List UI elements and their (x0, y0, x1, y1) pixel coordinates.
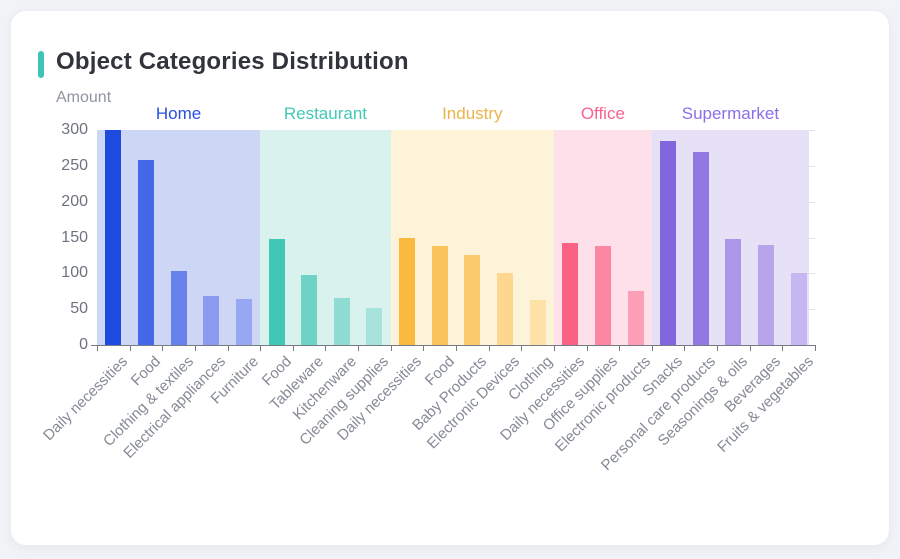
x-axis-tick (228, 346, 229, 351)
bar[interactable] (496, 273, 513, 345)
y-tick-label: 100 (61, 264, 88, 282)
bar[interactable] (399, 237, 416, 345)
x-axis-tick (423, 346, 424, 351)
x-axis-tick (456, 346, 457, 351)
bar[interactable] (137, 160, 154, 345)
bar[interactable] (529, 299, 546, 345)
x-axis-tick (717, 346, 718, 351)
bar[interactable] (203, 295, 220, 345)
x-axis-tick (652, 346, 653, 351)
bar[interactable] (301, 275, 318, 345)
x-axis-tick (489, 346, 490, 351)
group-label-home: Home (155, 104, 202, 123)
bar[interactable] (660, 141, 677, 345)
x-axis-tick (293, 346, 294, 351)
bar[interactable] (170, 271, 187, 345)
bar[interactable] (431, 246, 448, 345)
y-tick-label: 150 (61, 228, 88, 246)
x-axis-tick (391, 346, 392, 351)
y-tick-label: 0 (79, 336, 88, 353)
x-axis-line (97, 345, 816, 346)
y-tick-label: 200 (61, 192, 88, 210)
y-tick-label: 300 (61, 121, 88, 138)
bar[interactable] (725, 238, 742, 345)
chart-title: Object Categories Distribution (56, 48, 409, 75)
x-axis-tick (684, 346, 685, 351)
bar[interactable] (464, 254, 481, 345)
x-axis-tick (130, 346, 131, 351)
x-axis-tick (358, 346, 359, 351)
bar[interactable] (366, 308, 383, 345)
bar[interactable] (790, 272, 807, 345)
x-axis-tick (619, 346, 620, 351)
x-axis-tick (750, 346, 751, 351)
y-axis-name: Amount (56, 89, 112, 106)
group-label-office: Office (580, 104, 625, 123)
bar[interactable] (333, 298, 350, 345)
x-axis-tick (195, 346, 196, 351)
x-axis-tick (325, 346, 326, 351)
bar[interactable] (105, 130, 122, 345)
x-axis-tick (97, 346, 98, 351)
y-tick-label: 250 (61, 156, 88, 174)
bar[interactable] (758, 244, 775, 345)
x-axis-tick (260, 346, 261, 351)
bar[interactable] (268, 238, 285, 345)
group-label-restaurant: Restaurant (283, 104, 368, 123)
y-tick-label: 50 (70, 300, 88, 318)
title-accent-bar (38, 51, 44, 78)
bar[interactable] (692, 151, 709, 345)
x-axis-tick (554, 346, 555, 351)
bar[interactable] (562, 243, 579, 345)
x-axis-tick (782, 346, 783, 351)
bar[interactable] (594, 246, 611, 345)
bar[interactable] (627, 291, 644, 345)
group-label-industry: Industry (442, 104, 503, 123)
x-axis-tick (587, 346, 588, 351)
x-axis-tick (162, 346, 163, 351)
x-axis-tick (815, 346, 816, 351)
x-axis-tick (521, 346, 522, 351)
bar[interactable] (235, 299, 252, 345)
y-axis-tick (91, 345, 97, 346)
group-label-supermarket: Supermarket (681, 104, 780, 123)
